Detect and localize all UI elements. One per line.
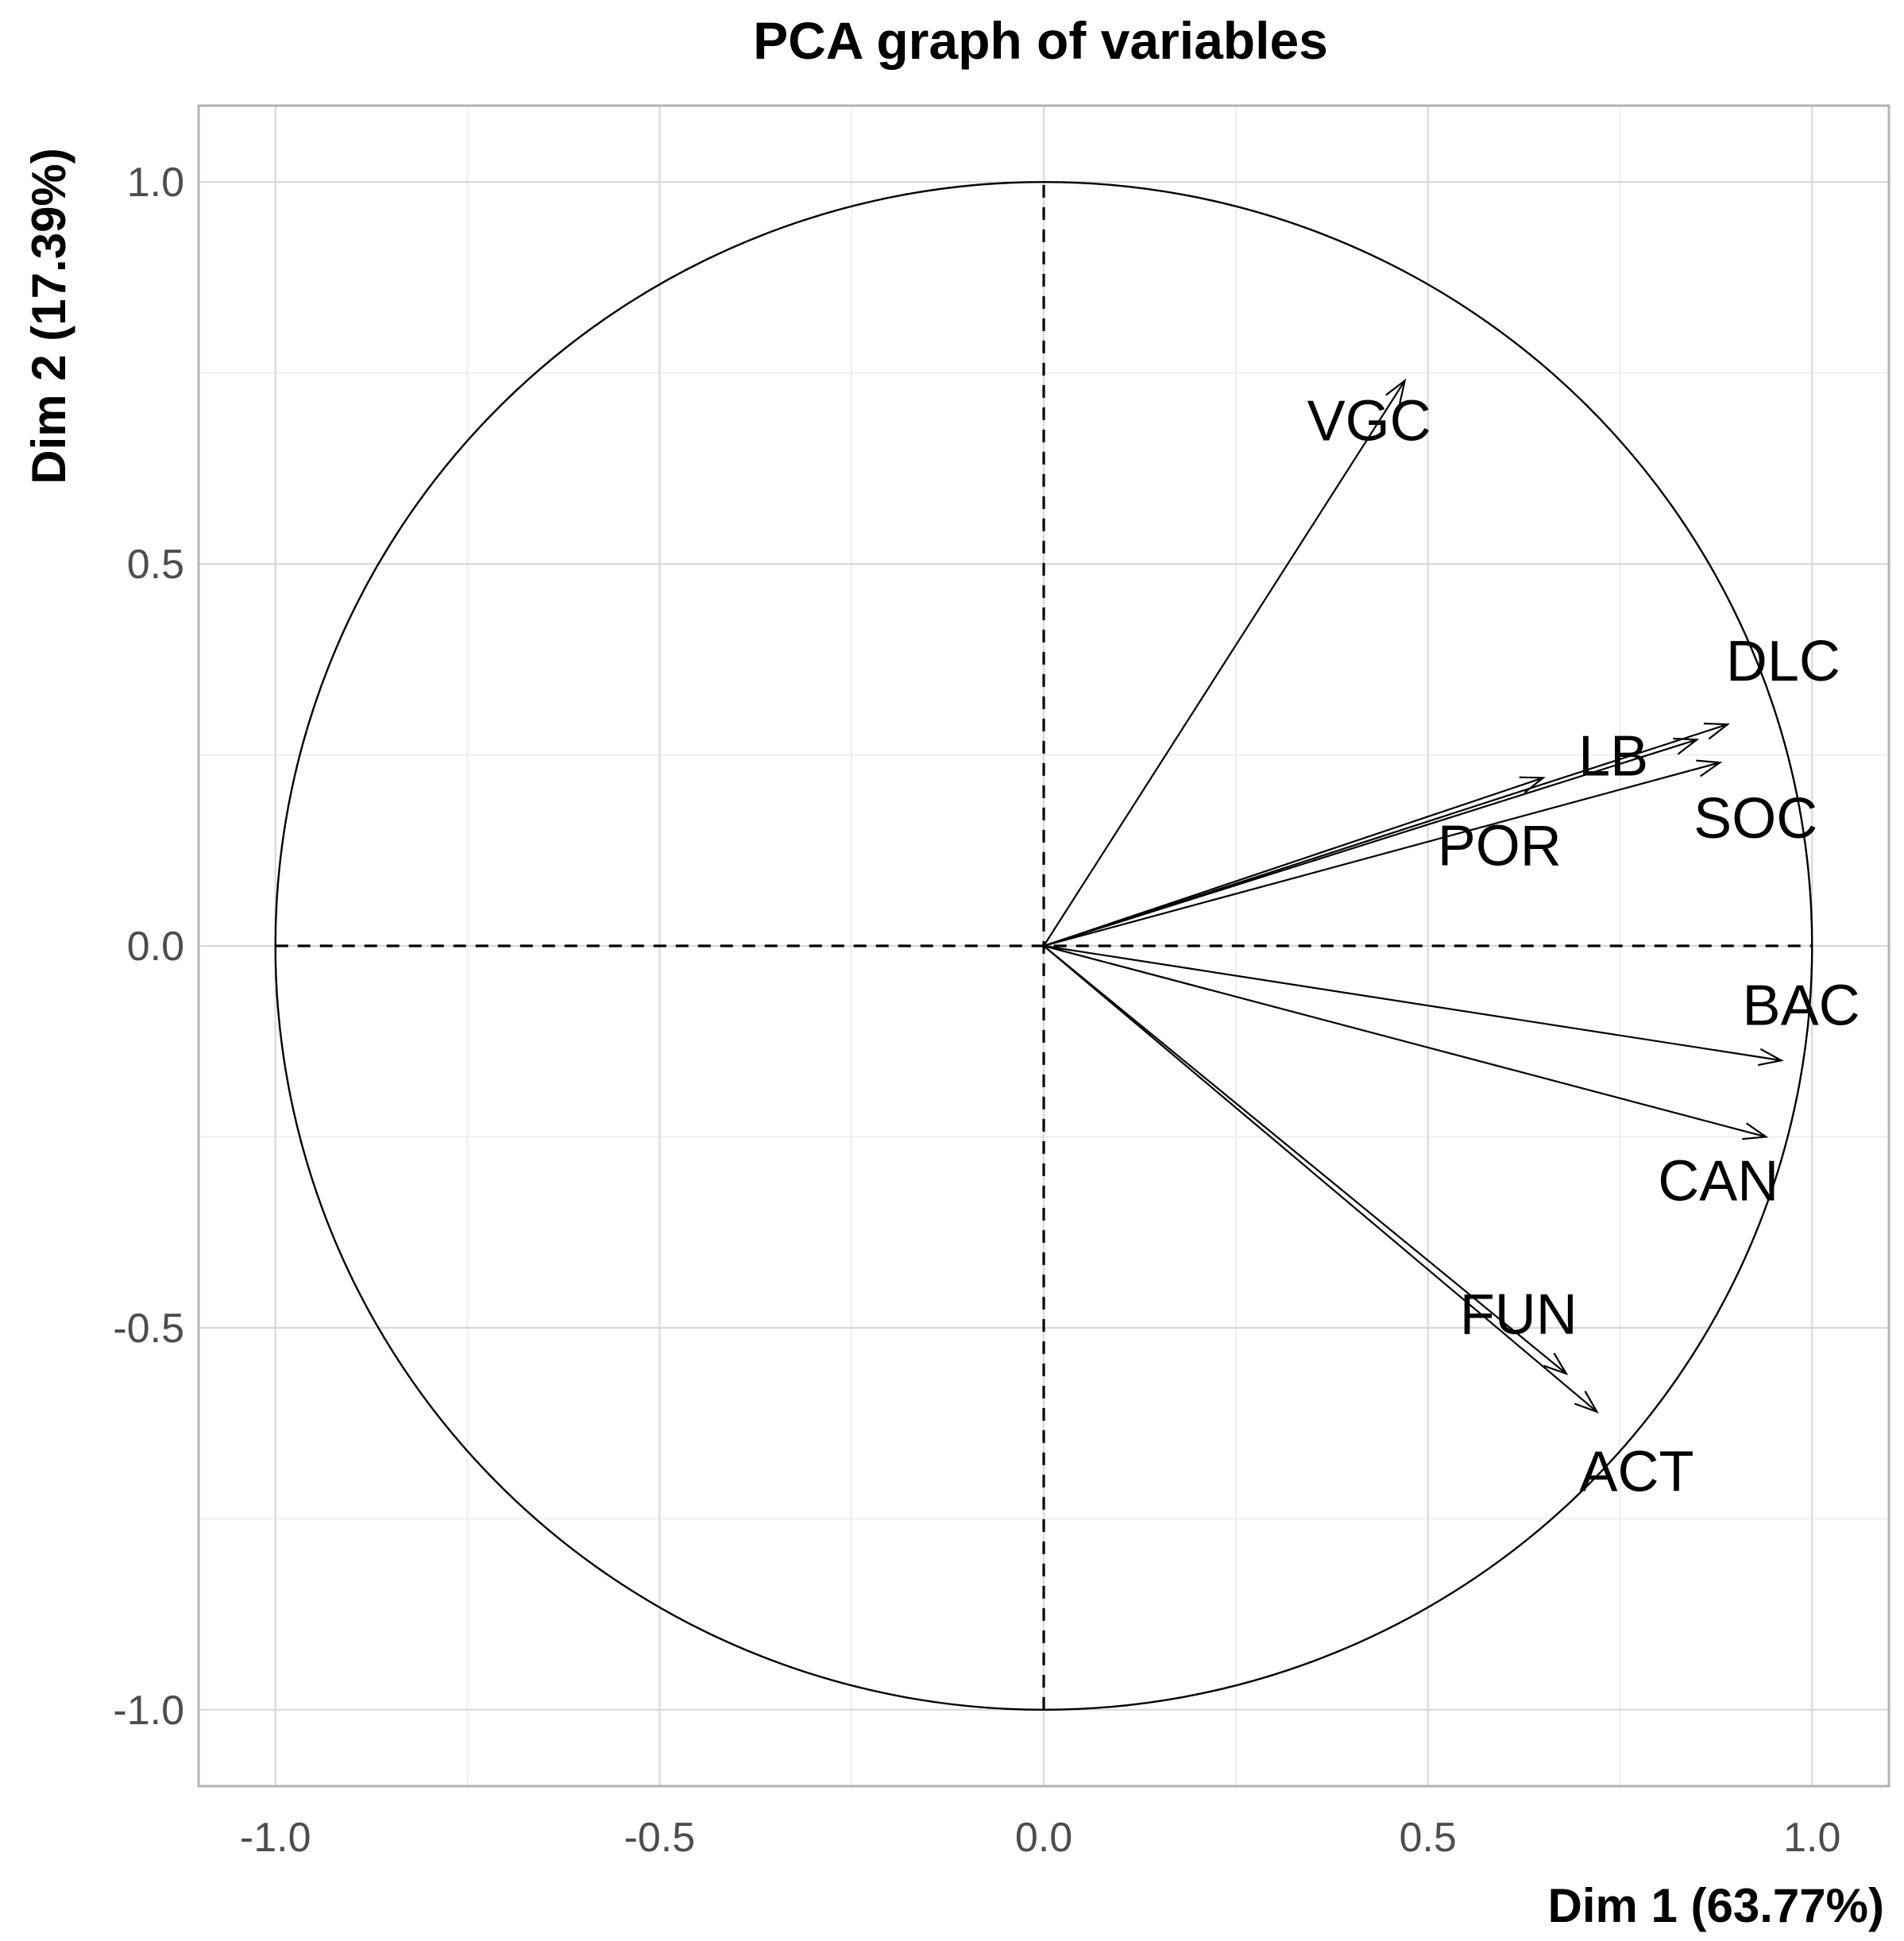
- chart-title: PCA graph of variables: [753, 11, 1328, 70]
- y-tick-label: 1.0: [127, 160, 184, 206]
- x-tick-label: -0.5: [624, 1815, 696, 1861]
- y-tick-label: -1.0: [113, 1688, 184, 1734]
- variable-label-lb: LB: [1578, 724, 1648, 788]
- x-tick-label: -1.0: [240, 1815, 311, 1861]
- y-tick-label: 0.5: [127, 542, 184, 588]
- plot-panel-border: [197, 104, 1890, 1788]
- variable-label-fun: FUN: [1460, 1283, 1578, 1347]
- arrowhead-lb: [1673, 737, 1700, 755]
- arrow-fun: [1043, 945, 1567, 1375]
- y-tick-label: -0.5: [113, 1306, 184, 1352]
- variable-label-por: POR: [1438, 814, 1562, 878]
- variable-labels: VGC DLC LB SOC POR BAC CAN FUN ACT: [1307, 389, 1860, 1503]
- x-tick-label: 1.0: [1783, 1815, 1840, 1861]
- arrow-act: [1043, 945, 1598, 1413]
- arrow-por: [1043, 777, 1544, 947]
- arrowhead-soc: [1696, 759, 1723, 778]
- y-tick-label: 0.0: [127, 924, 184, 970]
- arrow-lb: [1043, 739, 1697, 947]
- arrow-soc: [1043, 762, 1721, 947]
- arrowhead-can: [1742, 1122, 1769, 1140]
- variable-label-dlc: DLC: [1726, 630, 1840, 693]
- arrow-dlc: [1043, 724, 1728, 947]
- arrowhead-act: [1574, 1391, 1599, 1414]
- arrow-bac: [1043, 944, 1782, 1062]
- arrowhead-vgc: [1385, 378, 1407, 404]
- variable-label-bac: BAC: [1743, 974, 1860, 1037]
- unit-circle: [274, 180, 1813, 1711]
- x-tick-labels: -1.0 -0.5 0.0 0.5 1.0: [240, 1815, 1840, 1861]
- unit-circle-layer: [274, 180, 1813, 1711]
- x-tick-label: 0.0: [1015, 1815, 1072, 1861]
- arrow-vgc: [1043, 380, 1406, 947]
- variable-label-can: CAN: [1658, 1149, 1778, 1213]
- variable-arrows: [1043, 378, 1784, 1414]
- variable-label-soc: SOC: [1694, 787, 1817, 851]
- arrow-can: [1043, 944, 1767, 1138]
- arrowhead-dlc: [1703, 722, 1730, 740]
- variable-label-act: ACT: [1579, 1441, 1694, 1504]
- y-axis-title: Dim 2 (17.39%): [22, 148, 75, 484]
- x-axis-title: Dim 1 (63.77%): [1547, 1879, 1884, 1932]
- y-tick-labels: -1.0 -0.5 0.0 0.5 1.0: [113, 160, 184, 1734]
- arrowhead-bac: [1757, 1048, 1784, 1067]
- arrowhead-fun: [1543, 1353, 1569, 1376]
- x-tick-label: 0.5: [1399, 1815, 1456, 1861]
- arrowhead-por: [1519, 776, 1546, 793]
- variable-label-vgc: VGC: [1307, 389, 1431, 453]
